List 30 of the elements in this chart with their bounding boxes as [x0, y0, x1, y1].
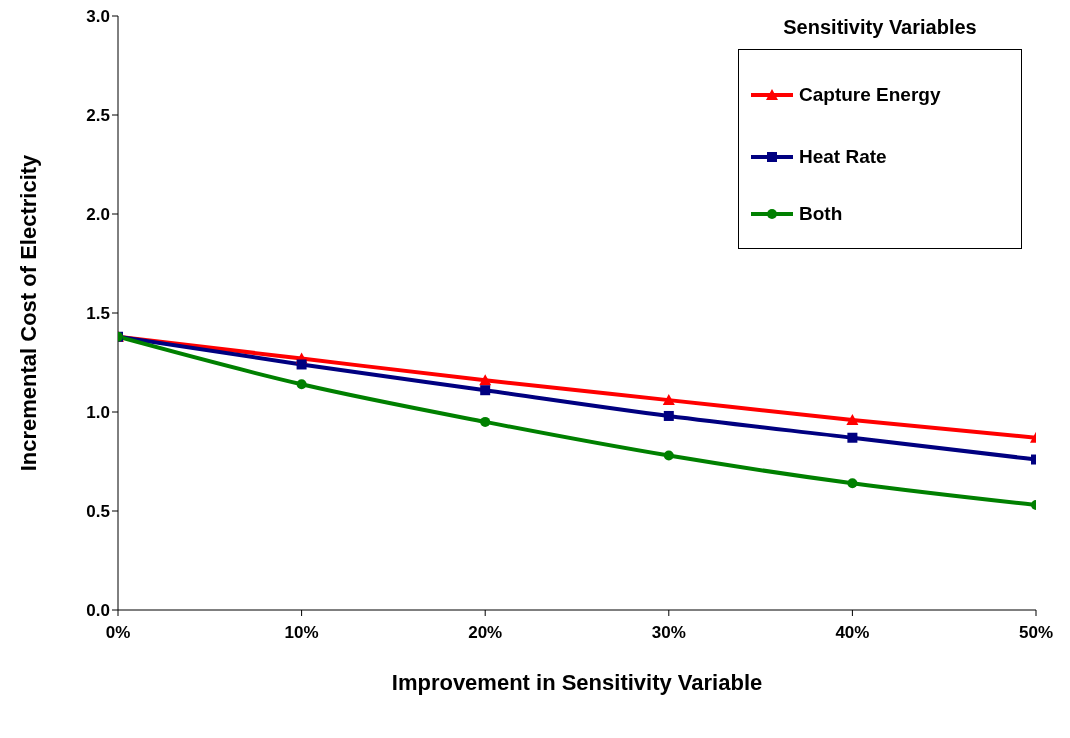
y-tick-label: 1.0	[86, 403, 110, 423]
x-tick-label: 50%	[1018, 623, 1054, 643]
y-tick-label: 0.5	[86, 502, 110, 522]
point	[296, 359, 307, 370]
legend-title: Sensitivity Variables	[782, 16, 978, 39]
x-tick-label: 20%	[468, 623, 503, 643]
y-tick-label: 3.0	[86, 7, 110, 27]
point	[847, 478, 858, 489]
point	[847, 432, 858, 443]
point	[479, 374, 492, 386]
x-axis-title: Improvement in Sensitivity Variable	[391, 670, 763, 695]
legend-label: Both	[799, 203, 843, 225]
x-tick-label: 10%	[284, 623, 319, 643]
x-tick-label: 40%	[835, 623, 870, 643]
point	[480, 416, 491, 427]
y-tick-label: 1.5	[86, 304, 110, 324]
x-tick-label: 0%	[105, 623, 131, 643]
y-axis-title: Incremental Cost of Electricity	[15, 153, 41, 472]
point	[480, 385, 491, 396]
point	[663, 450, 674, 461]
point	[662, 394, 675, 406]
x-tick-label: 30%	[651, 623, 686, 643]
y-tick-label: 2.5	[86, 106, 110, 126]
point	[296, 379, 307, 390]
legend-label: Heat Rate	[799, 146, 887, 168]
y-tick-label: 0.0	[86, 601, 110, 621]
y-tick-label: 2.0	[86, 205, 110, 225]
point	[663, 410, 674, 421]
legend-label: Capture Energy	[799, 84, 941, 106]
point	[846, 413, 859, 425]
